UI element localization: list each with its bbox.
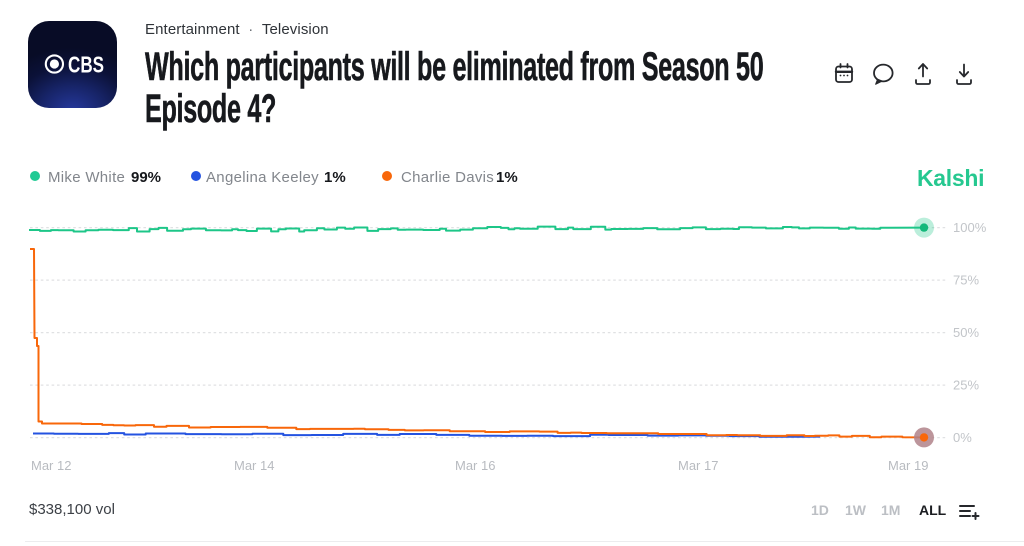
svg-text:Mar 19: Mar 19 bbox=[888, 458, 928, 473]
svg-text:100%: 100% bbox=[953, 220, 987, 235]
svg-text:0%: 0% bbox=[953, 430, 972, 445]
svg-text:CBS: CBS bbox=[68, 51, 104, 77]
svg-text:25%: 25% bbox=[953, 378, 979, 393]
svg-text:Mar 16: Mar 16 bbox=[455, 458, 495, 473]
svg-text:Mar 12: Mar 12 bbox=[31, 458, 71, 473]
svg-text:Mar 14: Mar 14 bbox=[234, 458, 274, 473]
svg-text:Mar 17: Mar 17 bbox=[678, 458, 718, 473]
svg-text:50%: 50% bbox=[953, 325, 979, 340]
svg-text:75%: 75% bbox=[953, 273, 979, 288]
